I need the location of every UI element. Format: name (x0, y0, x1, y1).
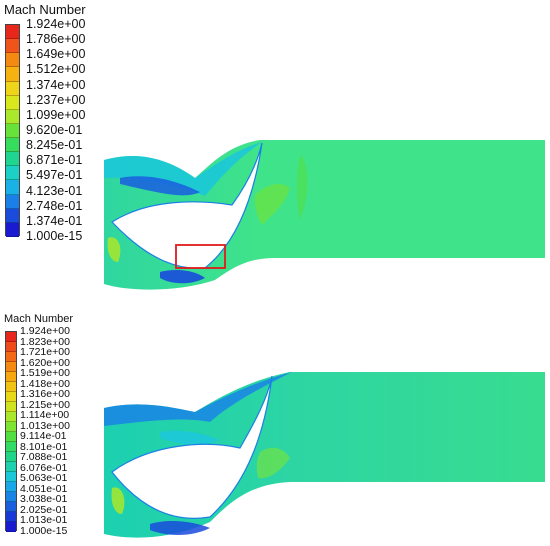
color-legend-swatch (6, 422, 16, 432)
color-legend-tick-label: 1.512e+00 (26, 62, 86, 77)
color-legend-swatch (6, 492, 16, 502)
color-legend-tick-label: 1.924e+00 (26, 17, 86, 31)
color-legend-tick-label: 1.374e-01 (26, 213, 83, 228)
color-legend-swatch (6, 138, 19, 153)
color-legend-swatch (6, 432, 16, 442)
low-speed-region (160, 270, 205, 284)
color-legend-tick-label: 3.038e-01 (20, 493, 68, 506)
color-legend-swatch (6, 352, 16, 362)
color-legend-swatch (6, 39, 19, 54)
mach-contour-field (104, 140, 545, 290)
high-speed-region (111, 487, 125, 514)
color-legend-swatch (6, 180, 19, 195)
color-legend-tick-label: 1.620e+00 (20, 356, 70, 369)
color-legend-swatch (6, 67, 19, 82)
color-legend-tick-label: 1.099e+00 (26, 107, 86, 122)
color-legend-swatch (6, 502, 16, 512)
color-legend-swatch (6, 512, 16, 522)
high-speed-region (107, 237, 121, 262)
color-legend-swatch (6, 81, 19, 96)
color-legend-swatch (6, 342, 16, 352)
blade-profile (111, 142, 263, 269)
color-legend-tick-label: 1.924e+00 (20, 325, 70, 337)
legend-title: Mach Number (4, 2, 86, 17)
color-legend-swatch (6, 208, 19, 223)
color-legend-tick-label: 8.101e-01 (20, 440, 68, 453)
color-legend-tick-label: 1.316e+00 (20, 388, 70, 401)
color-legend-tick-label: 1.649e+00 (26, 47, 86, 62)
color-legend-tick-label: 4.051e-01 (20, 482, 68, 495)
color-legend-tick-label: 1.374e+00 (26, 77, 86, 92)
color-legend-swatch (6, 123, 19, 138)
color-legend-swatch (6, 362, 16, 372)
color-legend-tick-label: 7.088e-01 (20, 451, 68, 464)
color-legend-tick-label: 6.871e-01 (26, 153, 83, 168)
color-legend-tick-label: 6.076e-01 (20, 461, 68, 474)
high-speed-region (254, 184, 290, 225)
color-legend-tick-label: 4.123e-01 (26, 183, 83, 198)
color-legend-swatch (6, 382, 16, 392)
color-legend-tick-label: 1.013e+00 (20, 419, 70, 432)
color-legend-swatch (6, 412, 16, 422)
color-legend-tick-label: 1.721e+00 (20, 346, 70, 359)
color-legend-tick-label: 1.215e+00 (20, 398, 70, 411)
highlight-box (175, 244, 226, 269)
color-legend-swatch (6, 25, 19, 40)
color-legend-bar (5, 24, 20, 237)
top-contour-panel: Mach Number 1.924e+00 1.786e+00 1.649e+00 1… (4, 2, 545, 290)
bottom-contour-panel: Mach Number 1.924e+00 1.823e+00 1.721e+00 1… (0, 312, 550, 546)
color-legend-tick-label: 8.245e-01 (26, 138, 83, 153)
color-legend-swatch (6, 462, 16, 472)
high-speed-region (297, 155, 308, 220)
color-legend-swatch (6, 194, 19, 209)
color-legend-swatch (6, 522, 16, 532)
color-legend-swatch (6, 372, 16, 382)
color-legend-tick-label: 1.237e+00 (26, 92, 86, 107)
legend-title: Mach Number (4, 313, 74, 325)
color-legend-swatch (6, 332, 16, 342)
color-legend-swatch (6, 402, 16, 412)
color-legend-tick-label: 2.748e-01 (26, 198, 83, 213)
low-speed-region (150, 521, 210, 535)
color-legend-tick-label: 1.519e+00 (20, 367, 70, 380)
color-legend-tick-label: 1.114e+00 (20, 409, 70, 422)
color-legend-tick-label: 1.013e-01 (20, 514, 68, 527)
color-legend-swatch (6, 95, 19, 110)
color-legend-tick-label: 1.000e-15 (26, 229, 83, 243)
low-speed-region (160, 430, 220, 445)
color-legend-swatch (6, 53, 19, 68)
color-legend-swatch (6, 472, 16, 482)
color-legend-swatch (6, 166, 19, 181)
color-legend-swatch (6, 152, 19, 167)
color-legend-swatch (6, 442, 16, 452)
high-speed-region (256, 447, 290, 479)
color-legend-bar (5, 331, 17, 532)
color-legend-tick-label: 1.418e+00 (20, 377, 70, 390)
blade-profile (111, 375, 273, 519)
color-legend-tick-label: 9.114e-01 (20, 430, 67, 443)
color-legend-tick-label: 9.620e-01 (26, 123, 83, 137)
low-speed-region (104, 372, 292, 426)
color-legend-swatch (6, 222, 19, 237)
low-speed-region (120, 176, 200, 196)
color-legend-swatch (6, 482, 16, 492)
color-legend-tick-label: 5.497e-01 (26, 168, 83, 183)
color-legend-tick-label: 2.025e-01 (20, 503, 68, 516)
mach-contour-field (104, 372, 545, 538)
color-legend-swatch (6, 392, 16, 402)
color-legend-tick-label: 1.000e-15 (20, 525, 68, 537)
color-legend-tick-label: 1.823e+00 (20, 335, 70, 348)
color-legend-swatch (6, 452, 16, 462)
color-legend-tick-label: 1.786e+00 (26, 32, 86, 47)
color-legend-swatch (6, 109, 19, 124)
color-legend-tick-label: 5.063e-01 (20, 472, 68, 485)
